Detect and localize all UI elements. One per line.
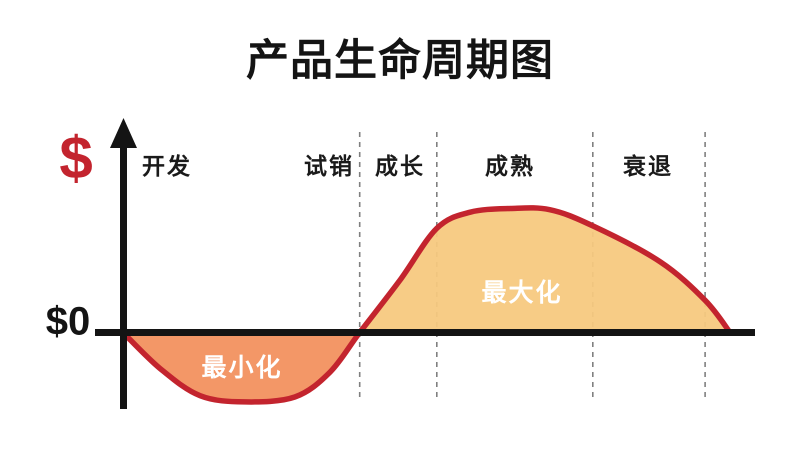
zero-line (95, 329, 755, 336)
max-area-label: 最大化 (481, 279, 563, 307)
phase-label-trial: 试销 (304, 153, 354, 179)
y-axis-arrowhead-icon (110, 118, 137, 148)
phase-label-development: 开发 (142, 153, 192, 179)
zero-axis-label: $0 (45, 299, 91, 344)
positive-area-fill (359, 207, 730, 333)
currency-symbol: $ (59, 124, 93, 192)
lifecycle-curve (120, 205, 733, 405)
phase-label-growth: 成长 (375, 153, 425, 179)
phase-label-maturity: 成熟 (485, 153, 535, 179)
chart-title: 产品生命周期图 (246, 37, 554, 85)
min-area-label: 最小化 (201, 354, 283, 382)
y-axis (120, 143, 127, 409)
phase-label-decline: 衰退 (623, 153, 673, 179)
